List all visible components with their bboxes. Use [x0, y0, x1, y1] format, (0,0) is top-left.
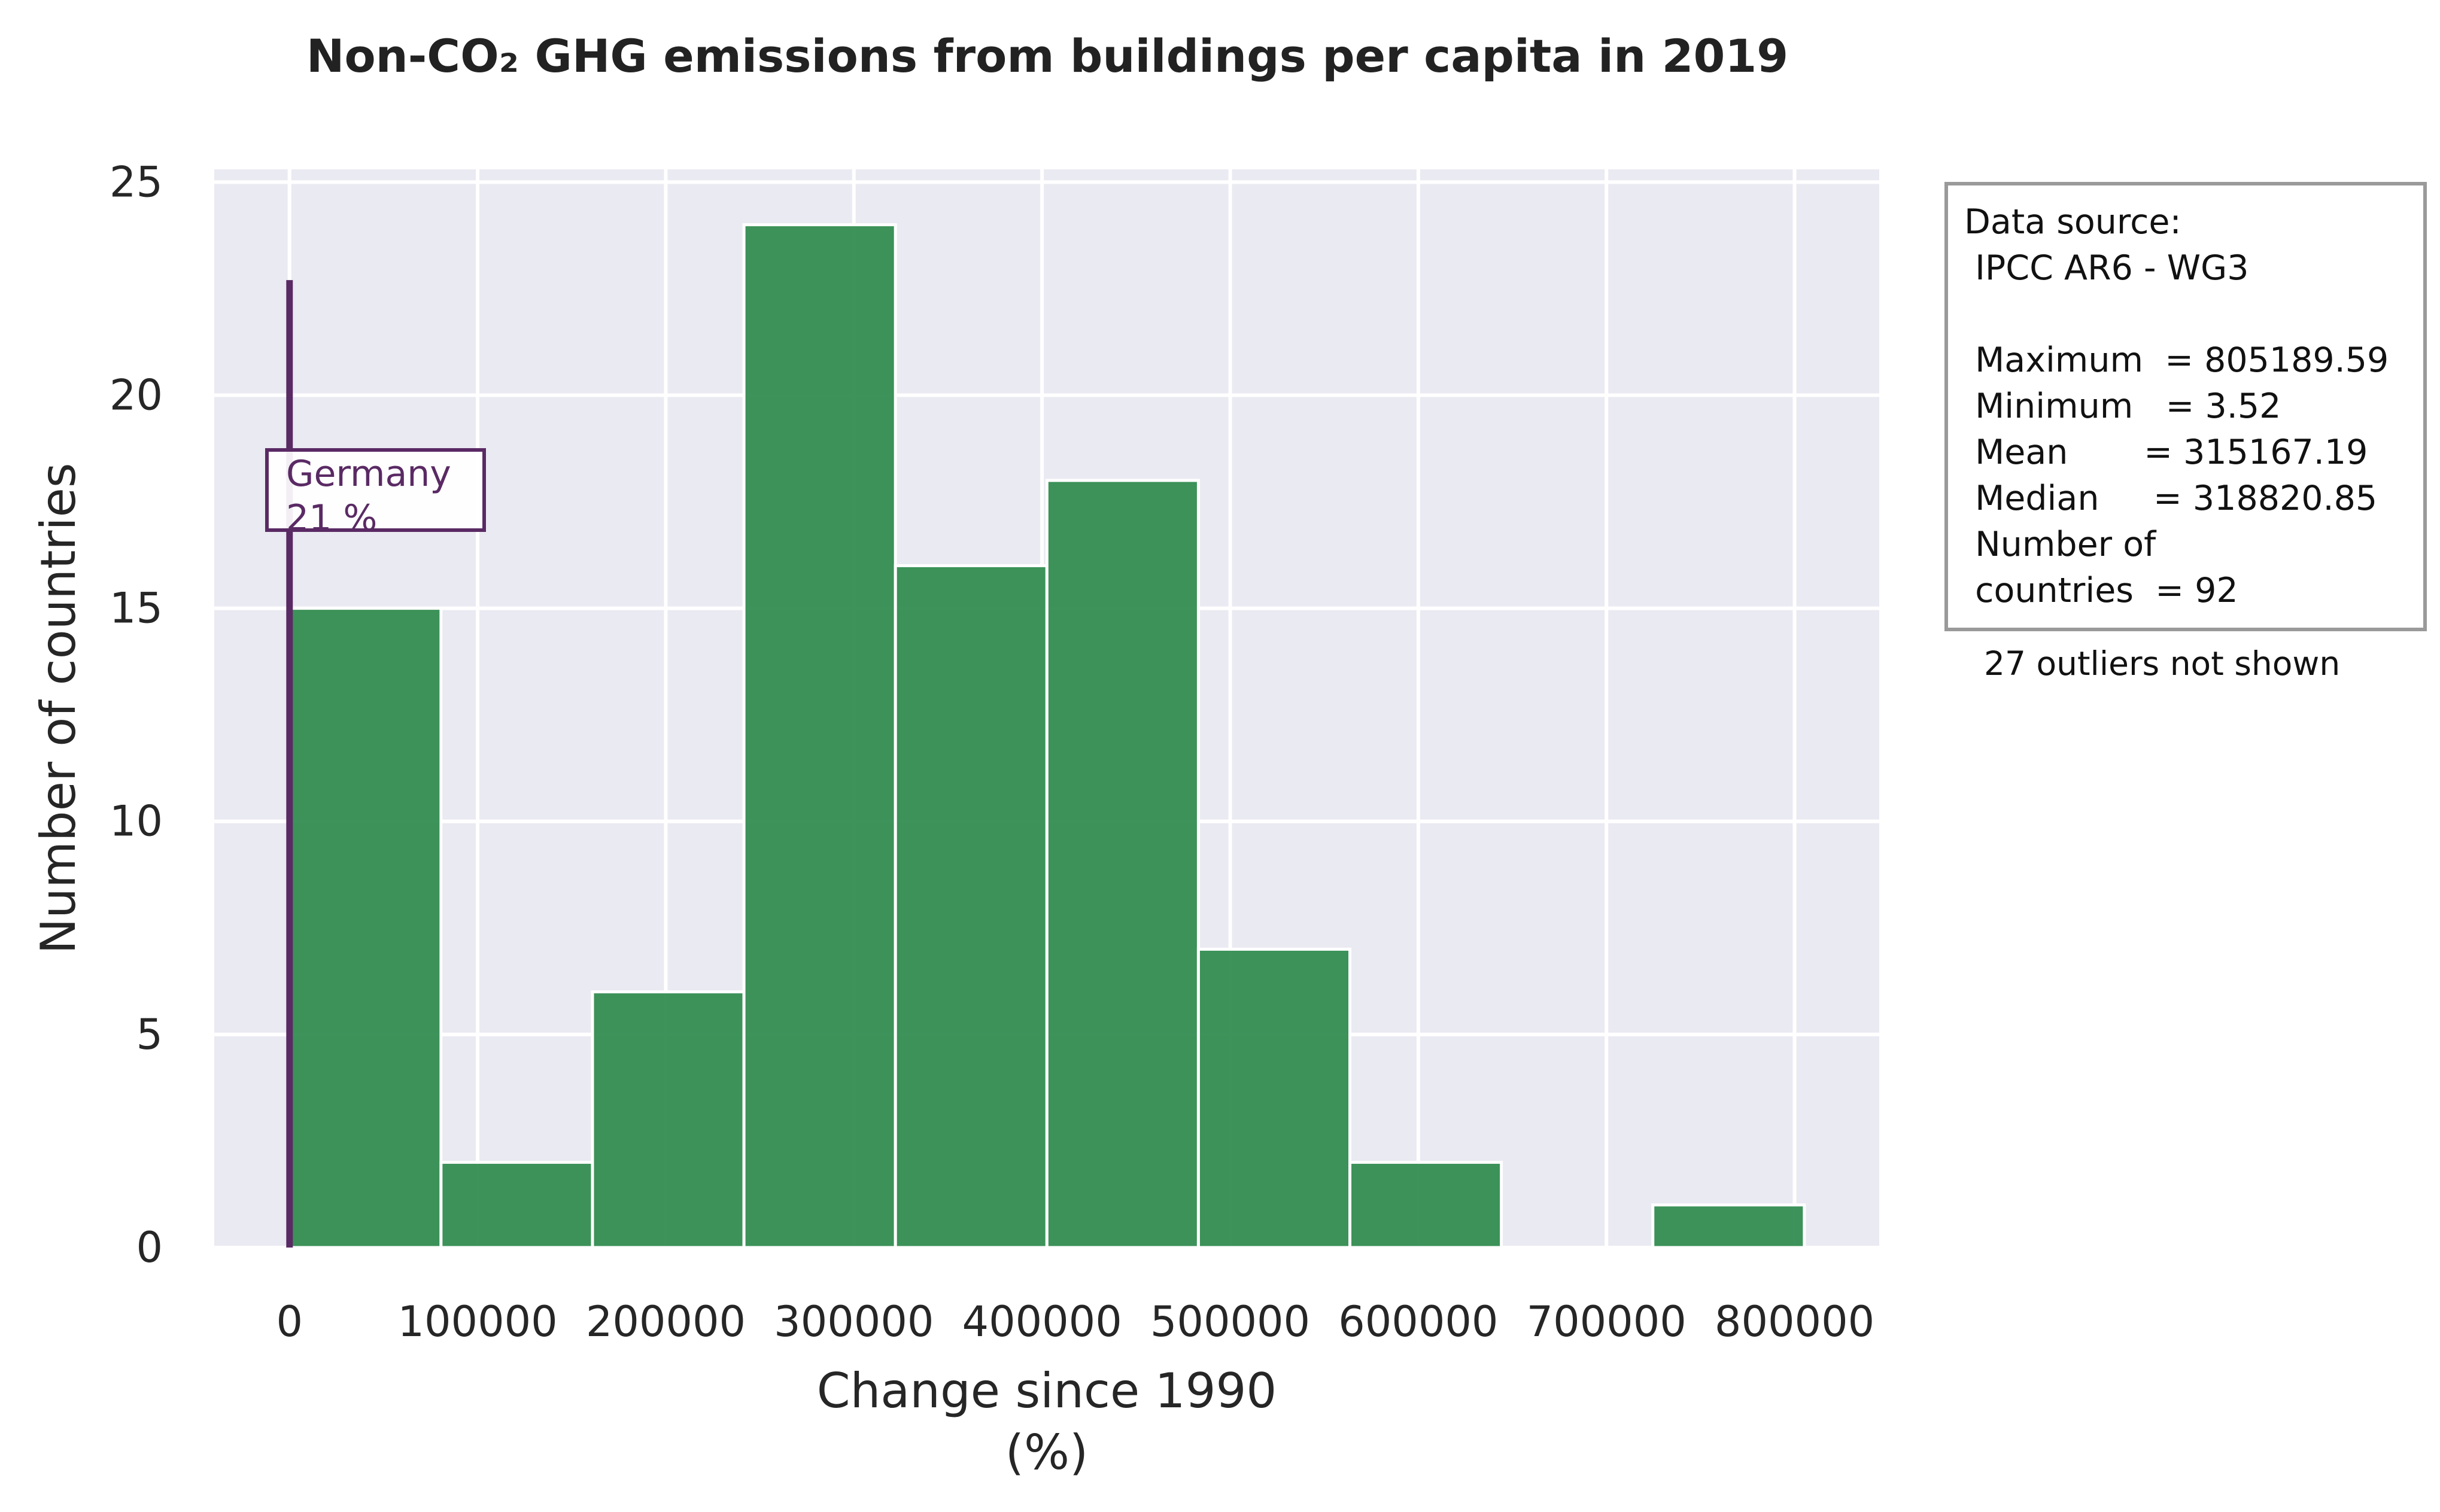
- y-tick-label-5: 25: [110, 157, 163, 206]
- chart-title: Non-CO₂ GHG emissions from buildings per…: [306, 29, 1788, 83]
- highlight-label-box: [265, 448, 486, 532]
- highlight-value-label: 21 %: [286, 497, 377, 539]
- x-tick-label-2: 200000: [586, 1297, 746, 1346]
- x-tick-label-0: 0: [276, 1297, 303, 1346]
- histogram-bar-2: [591, 990, 746, 1249]
- stats-line-0: Data source:: [1964, 202, 2181, 242]
- stats-line-1: IPCC AR6 - WG3: [1964, 248, 2248, 288]
- x-tick-label-7: 700000: [1527, 1297, 1687, 1346]
- histogram-bar-7: [1348, 1161, 1503, 1249]
- stats-line-4: Minimum = 3.52: [1964, 387, 2281, 426]
- y-tick-label-0: 0: [136, 1223, 163, 1272]
- stats-box-frame: [1944, 182, 2427, 631]
- stats-line-3: Maximum = 805189.59: [1964, 340, 2389, 380]
- y-tick-label-4: 20: [110, 370, 163, 419]
- histogram-bar-5: [1045, 479, 1200, 1249]
- x-axis-unit: (%): [1005, 1425, 1088, 1480]
- y-tick-label-3: 15: [110, 584, 163, 633]
- x-tick-label-4: 400000: [962, 1297, 1122, 1346]
- y-tick-labels: 0 5 10 15 20 25: [110, 157, 163, 1272]
- stats-box-lines: Data source: IPCC AR6 - WG3 Maximum = 80…: [1964, 202, 2389, 610]
- stats-line-7: Number of: [1964, 525, 2157, 564]
- highlight-country-label: Germany: [286, 453, 451, 495]
- x-tick-label-6: 600000: [1338, 1297, 1498, 1346]
- histogram-bars: [288, 223, 1806, 1249]
- histogram-bar-6: [1196, 947, 1352, 1249]
- outliers-note: 27 outliers not shown: [1984, 644, 2340, 683]
- y-tick-label-2: 10: [110, 797, 163, 846]
- x-tick-label-8: 800000: [1715, 1297, 1874, 1346]
- stats-line-5: Mean = 315167.19: [1964, 433, 2368, 472]
- x-tick-labels: 0 100000 200000 300000 400000 500000 600000 700…: [276, 1297, 1874, 1346]
- x-axis-label: Change since 1990: [817, 1363, 1277, 1419]
- stats-line-6: Median = 318820.85: [1964, 479, 2377, 518]
- histogram-bar-3: [742, 223, 897, 1249]
- x-tick-label-5: 500000: [1150, 1297, 1310, 1346]
- x-tick-label-3: 300000: [774, 1297, 934, 1346]
- y-axis-label: Number of countries: [31, 463, 86, 954]
- y-tick-label-1: 5: [136, 1010, 163, 1059]
- histogram-bar-9: [1651, 1203, 1806, 1249]
- histogram-bar-1: [439, 1161, 594, 1249]
- stats-line-8: countries = 92: [1964, 571, 2238, 610]
- histogram-bar-0: [288, 607, 443, 1249]
- x-tick-label-1: 100000: [397, 1297, 557, 1346]
- histogram-bar-4: [894, 564, 1049, 1249]
- stats-box: Data source: IPCC AR6 - WG3 Maximum = 80…: [1944, 182, 2427, 631]
